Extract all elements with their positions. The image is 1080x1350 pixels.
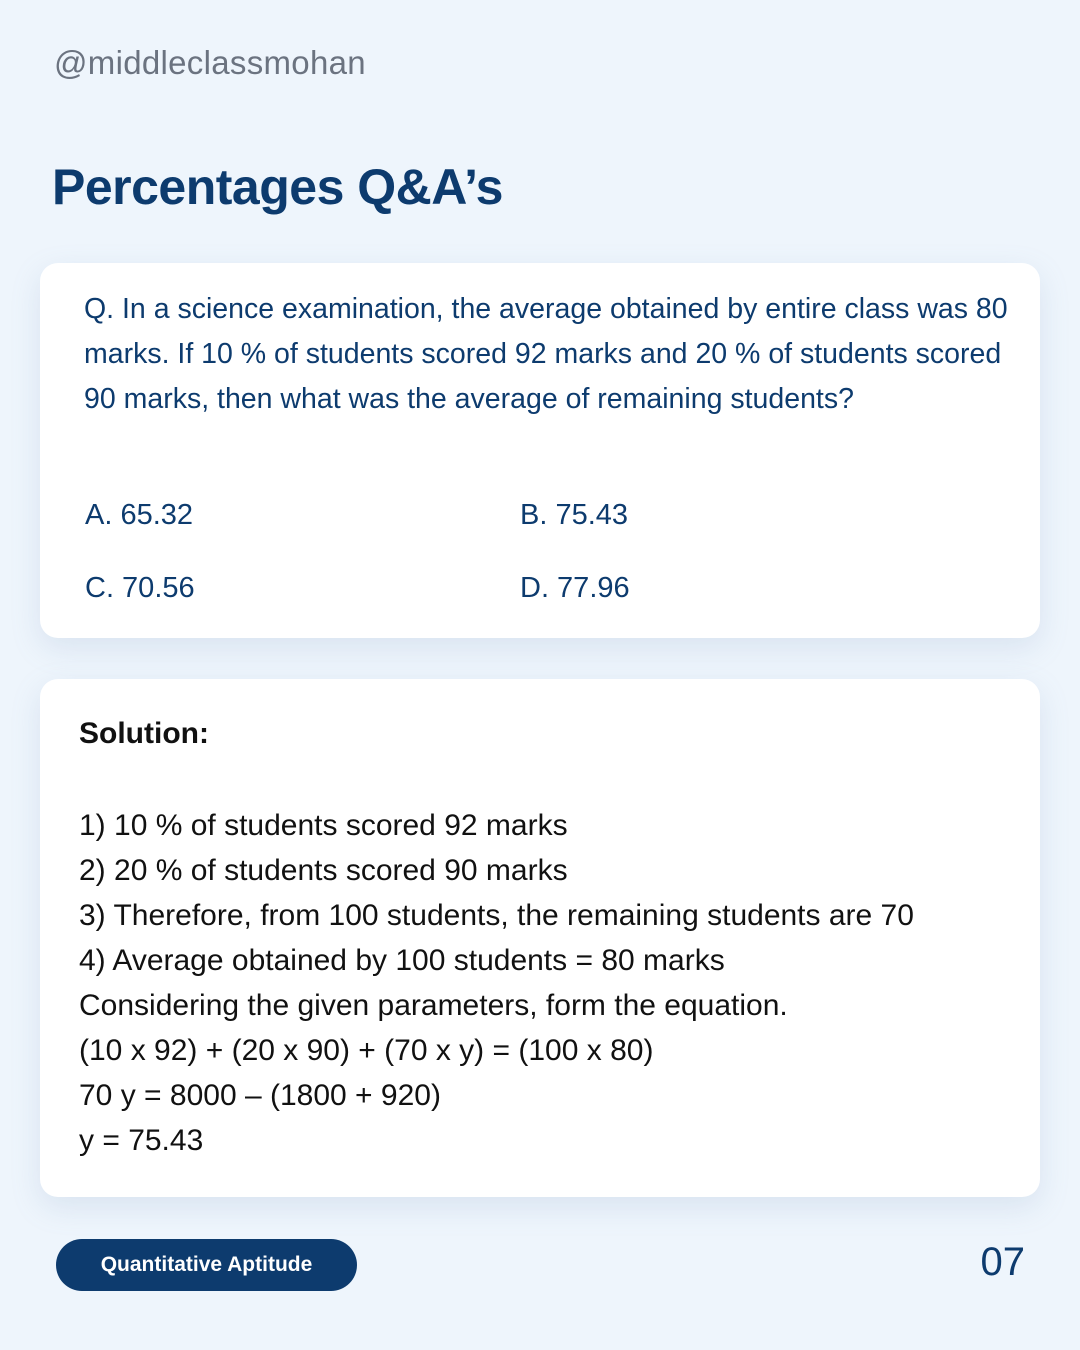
category-badge[interactable]: Quantitative Aptitude — [56, 1239, 357, 1291]
solution-line: y = 75.43 — [79, 1124, 204, 1157]
solution-line: 3) Therefore, from 100 students, the rem… — [79, 899, 914, 932]
solution-line: 2) 20 % of students scored 90 marks — [79, 854, 568, 887]
option-c[interactable]: C. 70.56 — [85, 572, 195, 604]
solution-line: 4) Average obtained by 100 students = 80… — [79, 944, 725, 977]
solution-line: 70 y = 8000 – (1800 + 920) — [79, 1079, 441, 1112]
question-card: Q. In a science examination, the average… — [40, 263, 1040, 638]
option-d[interactable]: D. 77.96 — [520, 572, 630, 604]
option-b[interactable]: B. 75.43 — [520, 499, 629, 531]
solution-line: (10 x 92) + (20 x 90) + (70 x y) = (100 … — [79, 1034, 654, 1067]
solution-line: Considering the given parameters, form t… — [79, 989, 788, 1022]
page-title: Percentages Q&A’s — [52, 159, 503, 215]
question-text: Q. In a science examination, the average… — [84, 293, 1008, 415]
solution-line: 1) 10 % of students scored 92 marks — [79, 809, 568, 842]
page-number: 07 — [980, 1240, 1026, 1284]
option-a[interactable]: A. 65.32 — [85, 499, 194, 531]
solution-heading: Solution: — [79, 717, 209, 750]
solution-card: Solution: 1) 10 % of students scored 92 … — [40, 679, 1040, 1197]
account-handle: @middleclassmohan — [54, 44, 366, 81]
solution-steps: 1) 10 % of students scored 92 marks 2) 2… — [79, 803, 1029, 1163]
